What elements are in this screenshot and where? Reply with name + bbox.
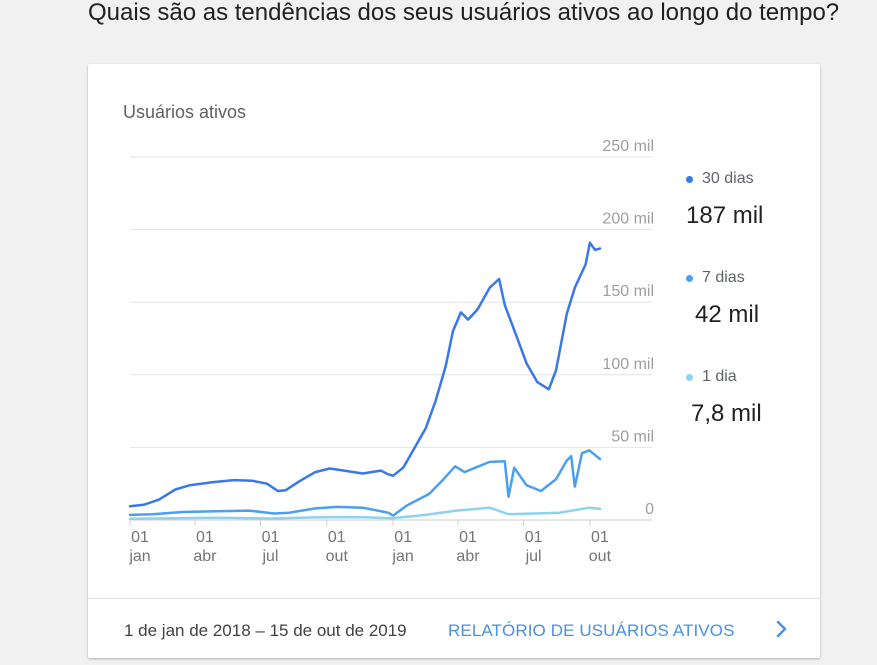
x-tick-month-label: jan bbox=[128, 548, 150, 565]
series-line-7-dias bbox=[128, 449, 602, 517]
x-tick-month-label: jul bbox=[525, 548, 542, 565]
x-tick-day-label: 01 bbox=[394, 529, 412, 546]
legend-value-7-dias: 42 mil bbox=[695, 301, 760, 328]
x-tick-month-label: abr bbox=[193, 548, 217, 565]
y-tick-label: 150 mil bbox=[602, 283, 654, 300]
series-line-30-dias bbox=[128, 241, 602, 508]
legend-1-dia: 1 dia 7,8 mil bbox=[686, 368, 806, 428]
chevron-right-icon[interactable] bbox=[772, 619, 792, 639]
page-question: Quais são as tendências dos seus usuário… bbox=[88, 0, 840, 26]
legend-dot-7-dias bbox=[686, 274, 693, 282]
y-tick-label: 50 mil bbox=[611, 428, 654, 445]
x-tick-day-label: 01 bbox=[328, 529, 346, 546]
x-tick-day-label: 01 bbox=[131, 529, 149, 546]
x-tick-month-label: out bbox=[326, 548, 349, 565]
series-line-1-dia bbox=[128, 506, 602, 521]
x-tick-month-label: out bbox=[589, 548, 612, 565]
active-users-report-link[interactable]: RELATÓRIO DE USUÁRIOS ATIVOS bbox=[448, 621, 735, 640]
card-footer: 1 de jan de 2018 – 15 de out de 2019 REL… bbox=[88, 598, 820, 659]
legend-label-1-dia: 1 dia bbox=[702, 368, 737, 385]
legend-label-30-dias: 30 dias bbox=[702, 170, 754, 187]
legend-label-7-dias: 7 dias bbox=[702, 269, 745, 286]
legend-value-30-dias: 187 mil bbox=[686, 202, 764, 229]
legend-value-1-dia: 7,8 mil bbox=[691, 400, 762, 427]
x-axis-labels: 01 jan 01 abr 01 jul 01 out 01 jan 01 abr 01 jul 01 out bbox=[128, 520, 612, 565]
legend-7-dias: 7 dias 42 mil bbox=[686, 269, 806, 329]
active-users-chart: 0 50 mil 100 mil 150 mil 200 mil 250 mil 01 ja… bbox=[128, 138, 654, 565]
legend-30-dias: 30 dias 187 mil bbox=[686, 170, 806, 230]
active-users-card: Usuários ativos 0 50 mil 100 mil 150 mil 200… bbox=[88, 64, 820, 658]
x-tick-month-label: abr bbox=[456, 548, 480, 565]
y-tick-label: 100 mil bbox=[602, 356, 654, 373]
y-tick-label: 250 mil bbox=[602, 138, 654, 155]
date-range: 1 de jan de 2018 – 15 de out de 2019 bbox=[124, 621, 407, 640]
x-tick-day-label: 01 bbox=[525, 529, 543, 546]
y-tick-label: 200 mil bbox=[602, 211, 654, 228]
y-tick-label: 0 bbox=[645, 501, 654, 518]
y-axis-labels: 0 50 mil 100 mil 150 mil 200 mil 250 mil bbox=[602, 138, 654, 518]
x-tick-day-label: 01 bbox=[591, 529, 609, 546]
legend-dot-1-dia bbox=[686, 373, 693, 381]
x-tick-day-label: 01 bbox=[459, 529, 477, 546]
x-tick-month-label: jul bbox=[261, 548, 278, 565]
x-tick-month-label: jan bbox=[391, 548, 413, 565]
legend-dot-30-dias bbox=[686, 175, 693, 183]
x-tick-day-label: 01 bbox=[262, 529, 280, 546]
series-lines bbox=[128, 241, 602, 521]
chart-gridlines bbox=[130, 156, 652, 521]
card-title: Usuários ativos bbox=[123, 102, 247, 122]
x-tick-day-label: 01 bbox=[196, 529, 214, 546]
